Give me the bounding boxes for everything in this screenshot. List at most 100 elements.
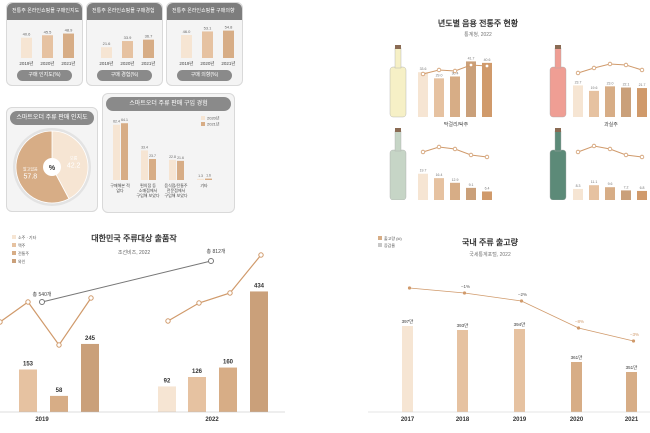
- category-label: 없다: [116, 187, 124, 193]
- bar-value-label: 23.7: [575, 80, 582, 84]
- bar: [63, 33, 74, 58]
- bar-value-label: 48.9: [65, 28, 74, 33]
- trend-point: [484, 63, 490, 69]
- bar-value-label: 9.6: [608, 182, 613, 186]
- trend-line: [0, 297, 92, 347]
- trend-point: [436, 144, 442, 150]
- bar-value-label: 361만: [571, 354, 583, 360]
- change-label: −3%: [630, 332, 639, 337]
- bar: [418, 173, 428, 200]
- card-purchase-awareness: 전통주 온라인쇼핑몰 구매인지도 40.6 2019년 45.5 2020년 48.9 2…: [6, 2, 83, 86]
- chart-subtitle: 국세통계포털, 2022: [469, 251, 511, 258]
- trend-point: [607, 146, 613, 152]
- bar-value-label: 23.0: [607, 81, 614, 85]
- trend-point: [88, 295, 94, 301]
- bar-value-label: 19.6: [591, 86, 598, 90]
- bar: [42, 35, 53, 58]
- bar: [205, 178, 212, 180]
- bar: [434, 178, 444, 200]
- bottle-neck-icon: [394, 47, 402, 69]
- bar-value-label: 126: [192, 369, 203, 375]
- bar-value-label: 21.6: [103, 41, 112, 46]
- card-smart-order-experience: 스마트오더 주류 판매 구입 경험 2020년 2021년 62.4 64.1 구매해본…: [102, 93, 235, 213]
- category-label: 구입해 보았다: [136, 192, 160, 198]
- bar-value-label: 6.4: [485, 186, 490, 190]
- category-label: 2021: [625, 417, 639, 423]
- legend-swatch: [12, 251, 16, 255]
- legend-label: 출고량 (kl): [384, 235, 402, 241]
- bar: [158, 386, 176, 412]
- legend-label: 2020년: [207, 115, 220, 121]
- bar-value-label: 7.2: [624, 185, 629, 189]
- legend-swatch: [378, 236, 382, 240]
- bar-value-label: 53.1: [204, 25, 213, 30]
- bar: [101, 47, 112, 58]
- category-label: 기타: [200, 182, 208, 188]
- bar: [450, 76, 460, 117]
- change-point: [576, 326, 581, 330]
- mini-bar-chart: 40.6 2019년 45.5 2020년 48.9 2021년: [19, 28, 75, 66]
- bar: [589, 90, 599, 117]
- category-label: 2020년: [200, 60, 214, 66]
- pie-slice: [51, 130, 89, 200]
- bar: [482, 191, 492, 200]
- bar-value-label: 21.7: [639, 83, 646, 87]
- panel-shipments: 국내 주류 출고량 국세통계포털, 2022 출고량 (kl) 증감율 397만 2017…: [368, 225, 650, 433]
- category-label: 편의점 등: [140, 182, 156, 188]
- bottle-icon: [549, 149, 567, 200]
- change-point: [631, 339, 636, 343]
- trend-point: [56, 342, 62, 348]
- trend-point: [639, 154, 645, 160]
- card-caption: 구매 인지도(%): [17, 70, 72, 81]
- legend-swatch: [12, 243, 16, 247]
- bar-value-label: 92: [164, 378, 171, 384]
- bottle-neck-icon: [554, 130, 562, 152]
- trend-point: [258, 252, 264, 258]
- bar-value-label: 40.6: [484, 58, 491, 62]
- bar: [143, 39, 154, 58]
- bar-value-label: 397만: [402, 318, 414, 324]
- legend-swatch: [201, 116, 205, 120]
- panel-label: 과실주: [604, 121, 618, 128]
- bar: [181, 35, 192, 58]
- bar-value-label: 45.5: [44, 29, 53, 34]
- bar: [573, 188, 583, 200]
- category-label: 전문점에서: [167, 187, 186, 193]
- bar: [219, 367, 237, 412]
- bar: [482, 62, 492, 117]
- bar: [418, 72, 428, 117]
- card-caption: 구매 경험(%): [97, 70, 152, 81]
- bottle-icon: [549, 66, 567, 118]
- trend-point: [591, 143, 597, 149]
- total-point: [208, 258, 214, 264]
- trend-point: [227, 290, 233, 296]
- mini-bar-chart: 21.6 2019년 33.9 2020년 36.7 2021년: [99, 34, 155, 66]
- legend-swatch: [201, 122, 205, 126]
- legend-label: 맥주: [18, 242, 26, 248]
- legend-label: 와인: [18, 258, 26, 264]
- panel-awards: 대한민국 주류대상 출품작 조선비즈, 2022 소주 · 기타 맥주 전통주 와인 153…: [0, 225, 285, 433]
- card-caption: 구매 의향(%): [177, 70, 232, 81]
- bar-value-label: 29.0: [436, 73, 443, 77]
- bar: [434, 78, 444, 117]
- category-label: 음식점/전통주: [164, 182, 188, 188]
- bottle-cap-icon: [395, 128, 401, 132]
- pie-slice-value: 57.8: [24, 173, 38, 180]
- change-label: −1%: [461, 284, 470, 289]
- trend-point: [623, 62, 629, 68]
- trend-point: [452, 68, 458, 74]
- chart-title: 국내 주류 출고량: [462, 237, 519, 247]
- bar-value-label: 33.9: [124, 35, 133, 40]
- bar-value-label: 16.4: [436, 173, 443, 177]
- bar: [223, 30, 234, 58]
- category-label: 2019: [513, 417, 527, 423]
- bar: [637, 88, 647, 117]
- bar-value-label: 64.1: [121, 118, 128, 122]
- trend-point: [196, 300, 202, 306]
- category-label: 2022: [205, 417, 219, 423]
- bar: [122, 41, 133, 58]
- bar: [466, 187, 476, 200]
